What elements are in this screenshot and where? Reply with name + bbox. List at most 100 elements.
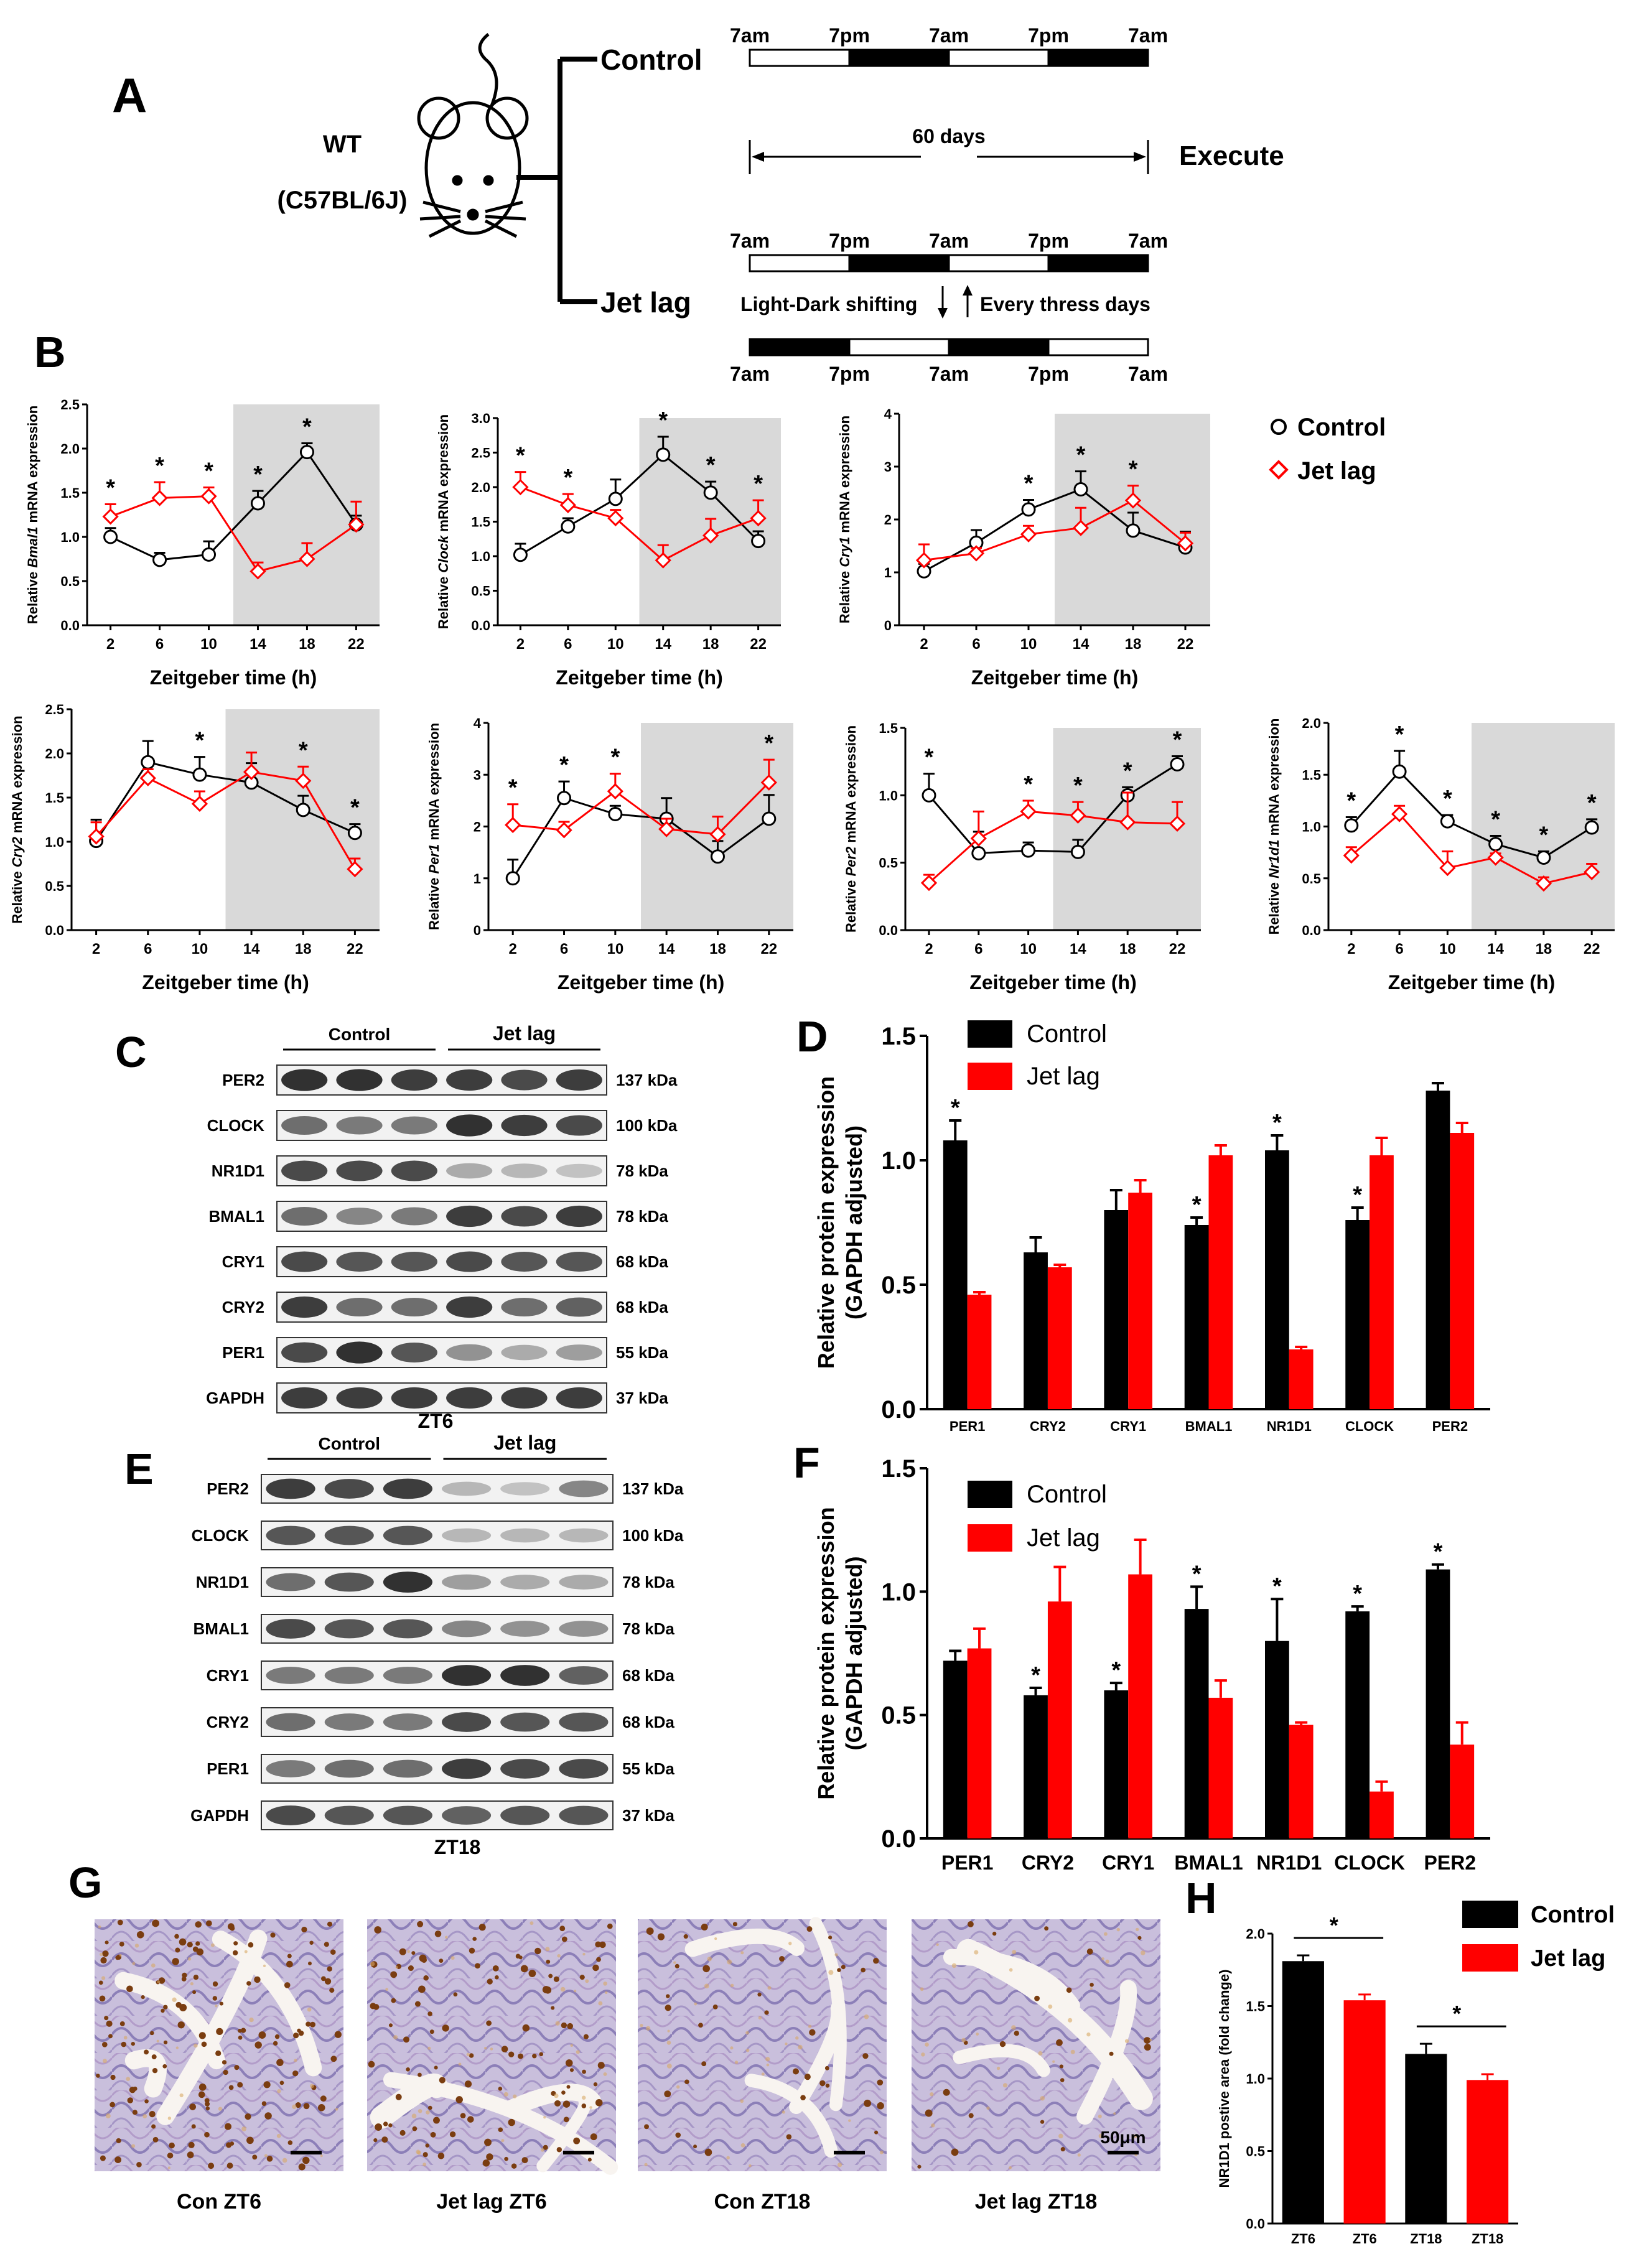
cytoplasm-stain [707, 1957, 712, 1962]
data-point [103, 529, 118, 544]
protein-band [281, 1342, 328, 1363]
protein-band [556, 1163, 602, 1178]
y-label-prefix: Relative [436, 573, 451, 630]
category-label: NR1D1 [1267, 1418, 1312, 1434]
data-point [1439, 859, 1456, 877]
stained-nucleus [841, 1965, 846, 1970]
protein-band [559, 1666, 609, 1685]
protein-band [559, 1480, 609, 1497]
series-line [923, 499, 1186, 561]
stained-nucleus [599, 1941, 606, 1949]
y-tick-label: 0.5 [879, 855, 898, 871]
stained-nucleus [327, 1966, 332, 1972]
cytoplasm-stain [466, 2052, 470, 2057]
y-tick-label: 4 [884, 406, 892, 422]
chart-f: 0.0 0.5 1.0 1.5 Relative protein expression(… [813, 1455, 1490, 1874]
stained-nucleus [238, 2035, 243, 2040]
protein-band [266, 1573, 315, 1591]
blot-strip [261, 1800, 614, 1830]
x-axis-label: Zeitgeber time (h) [142, 971, 309, 994]
x-tick-label: 10 [200, 636, 217, 653]
stained-nucleus [684, 2079, 689, 2085]
x-tick-label: 22 [1584, 941, 1600, 957]
protein-label: GAPDH [190, 1806, 249, 1825]
stained-nucleus [241, 2028, 246, 2033]
protein-band [501, 1163, 548, 1178]
protein-band [324, 1759, 374, 1778]
data-point [151, 490, 168, 506]
stained-nucleus [579, 1975, 585, 1980]
chart-d: 0.0 0.5 1.0 1.5 Relative protein expression(… [813, 1023, 1490, 1434]
stained-nucleus [460, 2113, 466, 2119]
stained-nucleus [666, 1994, 670, 1998]
category-label: ZT18 [1410, 2231, 1442, 2247]
x-tick-label: 18 [1119, 941, 1136, 957]
y-axis-label: Relative Per1 mRNA expression [426, 723, 442, 930]
stained-nucleus [553, 1976, 559, 1982]
significance-star: * [1330, 1912, 1338, 1938]
protein-band [446, 1387, 493, 1409]
stained-nucleus [664, 2090, 671, 2098]
stained-nucleus [286, 1960, 293, 1968]
series-line [110, 450, 357, 561]
stained-nucleus [195, 1921, 202, 1928]
bar-control [1426, 1091, 1450, 1409]
significance-star: * [1192, 1561, 1202, 1587]
time-label: 7am [730, 230, 770, 252]
y-tick-label: 1.5 [60, 485, 80, 501]
series-line [95, 761, 356, 842]
stained-nucleus [302, 2156, 310, 2164]
stained-nucleus [373, 2138, 378, 2143]
significance-star: * [925, 745, 934, 771]
cytoplasm-stain [734, 2061, 739, 2064]
protein-band [266, 1525, 315, 1545]
data-point [1020, 803, 1037, 820]
protein-band [391, 1251, 437, 1272]
category-label: CRY1 [1102, 1851, 1154, 1874]
stained-nucleus [144, 2099, 149, 2103]
y-tick-label: 0.5 [1302, 871, 1321, 887]
protein-band [500, 1621, 550, 1637]
protein-band [391, 1160, 437, 1181]
cytoplasm-stain [808, 2024, 812, 2028]
data-point [656, 447, 671, 462]
data-point [915, 552, 933, 569]
cytoplasm-stain [749, 2164, 752, 2168]
time-label: 7am [730, 363, 770, 385]
blot-caption: ZT6 [418, 1410, 454, 1432]
time-label: 7am [929, 24, 969, 47]
stained-nucleus [418, 2072, 422, 2077]
cytoplasm-stain [426, 2110, 430, 2115]
stained-nucleus [968, 2113, 974, 2118]
data-point [608, 491, 623, 506]
protein-band [324, 1479, 374, 1499]
y-label-suffix: mRNA expression [426, 723, 442, 844]
blot-background [276, 1201, 607, 1232]
ihc-panels: Con ZT6 Jet lag ZT6 Con ZT18 Jet lag ZT18 50… [95, 1917, 1160, 2214]
lumen [1076, 1980, 1137, 2125]
x-tick-label: 2 [920, 636, 928, 653]
protein-band [556, 1344, 602, 1361]
blot-zt6: Control Jet lag PER2 137 kDa CLOCK 100 kDa NR1… [206, 1022, 678, 1432]
cytoplasm-stain [134, 1944, 139, 1948]
stained-nucleus [266, 2156, 273, 2162]
stained-nucleus [562, 2100, 571, 2108]
cytoplasm-stain [218, 2107, 223, 2111]
cytoplasm-stain [282, 2158, 287, 2163]
legend-jetlag-label: Jet lag [1027, 1063, 1100, 1090]
stained-nucleus [442, 2024, 449, 2032]
time-label: 7pm [1028, 363, 1069, 385]
y-tick-label: 2.0 [471, 480, 490, 495]
stained-nucleus [233, 1950, 238, 1956]
stained-nucleus [702, 1965, 710, 1973]
legend-control-swatch [968, 1481, 1012, 1508]
legend-control-swatch [968, 1020, 1012, 1048]
stained-nucleus [644, 2124, 649, 2130]
stained-nucleus [469, 1947, 475, 1954]
bar-control [1265, 1641, 1289, 1838]
bar [1343, 2000, 1386, 2224]
legend-b: Control Jet lag [1269, 414, 1386, 485]
data-point [1177, 535, 1194, 552]
category-label: NR1D1 [1256, 1851, 1322, 1874]
shift-arrows [938, 285, 973, 319]
